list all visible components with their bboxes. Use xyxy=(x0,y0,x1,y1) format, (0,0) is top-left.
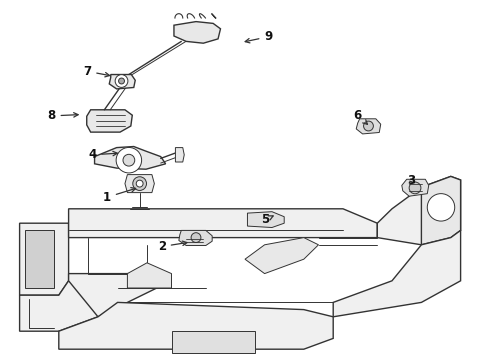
Polygon shape xyxy=(20,281,118,331)
Polygon shape xyxy=(172,331,255,353)
Polygon shape xyxy=(333,230,461,317)
Text: 1: 1 xyxy=(103,188,136,204)
Text: 5: 5 xyxy=(262,213,273,226)
Circle shape xyxy=(136,180,143,187)
Circle shape xyxy=(427,194,455,221)
Polygon shape xyxy=(109,75,135,89)
Polygon shape xyxy=(245,238,318,274)
Text: 8: 8 xyxy=(48,109,78,122)
Text: 9: 9 xyxy=(245,30,272,43)
Polygon shape xyxy=(69,274,157,317)
Polygon shape xyxy=(174,22,220,43)
Polygon shape xyxy=(24,230,54,288)
Circle shape xyxy=(133,177,147,190)
Polygon shape xyxy=(125,175,154,193)
Polygon shape xyxy=(421,176,461,245)
Polygon shape xyxy=(20,223,69,295)
Circle shape xyxy=(115,75,128,87)
Circle shape xyxy=(119,78,124,84)
Text: 6: 6 xyxy=(354,109,368,124)
Polygon shape xyxy=(59,302,333,349)
Polygon shape xyxy=(175,148,184,162)
Polygon shape xyxy=(377,176,461,245)
Polygon shape xyxy=(87,110,132,132)
Circle shape xyxy=(409,182,421,194)
Text: 7: 7 xyxy=(83,65,110,78)
Text: 2: 2 xyxy=(158,240,187,253)
Polygon shape xyxy=(69,209,377,238)
Circle shape xyxy=(191,233,201,243)
Polygon shape xyxy=(247,212,284,228)
Text: 3: 3 xyxy=(408,174,416,186)
Polygon shape xyxy=(95,147,166,169)
Circle shape xyxy=(116,148,142,173)
Polygon shape xyxy=(127,263,172,288)
Circle shape xyxy=(364,121,373,131)
Polygon shape xyxy=(179,230,212,246)
Text: 4: 4 xyxy=(88,148,118,161)
Polygon shape xyxy=(356,119,381,134)
Circle shape xyxy=(123,154,135,166)
Polygon shape xyxy=(402,179,429,196)
